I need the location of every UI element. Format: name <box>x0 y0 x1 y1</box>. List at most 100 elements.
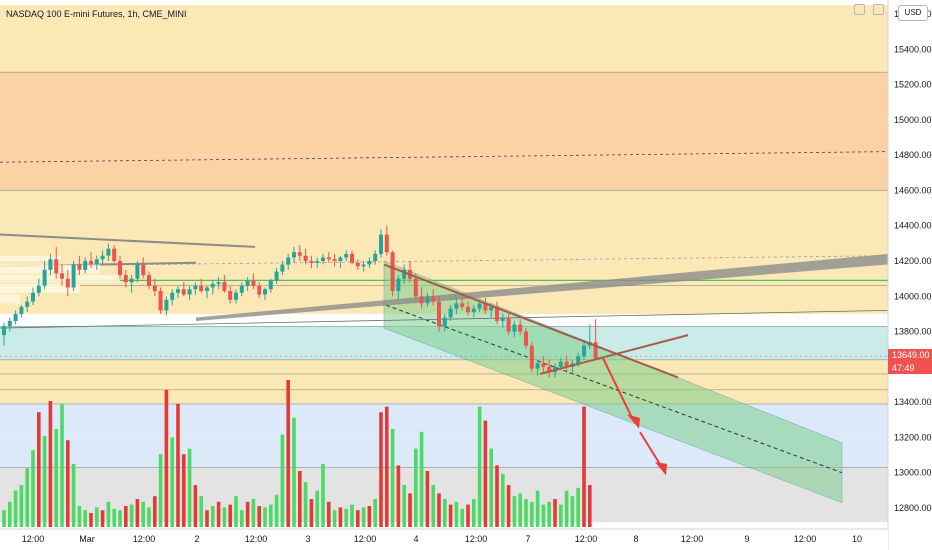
candle-body <box>315 261 320 263</box>
volume-bars <box>2 380 592 527</box>
volume-bar <box>153 496 157 527</box>
volume-bar <box>344 508 348 527</box>
volume-bar <box>547 501 551 527</box>
candle-body <box>13 313 18 321</box>
price-tick-label: 14800.00 <box>894 150 932 160</box>
candle-body <box>286 257 291 265</box>
time-tick-label: 7 <box>525 534 530 544</box>
price-tick-label: 13400.00 <box>894 397 932 407</box>
time-tick-label: Mar <box>79 534 95 544</box>
candle-body <box>158 290 163 311</box>
candle-body <box>100 255 105 260</box>
time-tick-label: 4 <box>413 534 418 544</box>
countdown-label: 47:49 <box>888 362 932 374</box>
candle-body <box>506 317 511 332</box>
candle-body <box>413 278 418 297</box>
candle-body <box>326 257 331 260</box>
trendline <box>0 233 256 248</box>
candle-body <box>106 248 111 256</box>
candle-body <box>187 289 192 295</box>
volume-bar <box>576 487 580 527</box>
candle-body <box>390 252 395 291</box>
volume-bar <box>506 485 511 527</box>
volume-bar <box>216 501 221 527</box>
volume-bar <box>379 412 383 527</box>
candle-body <box>118 261 122 276</box>
candle-body <box>25 301 30 307</box>
time-tick-label: 12:00 <box>22 534 45 544</box>
candle-body <box>535 363 540 369</box>
candle-body <box>582 345 586 357</box>
candle-body <box>437 301 441 327</box>
volume-bar <box>309 499 314 527</box>
rising-wedge-line <box>196 253 888 321</box>
chart-title: NASDAQ 100 E-mini Futures, 1h, CME_MINI <box>6 9 187 19</box>
candle-body <box>541 363 546 367</box>
candle-body <box>36 285 41 293</box>
volume-profile-box <box>0 294 20 304</box>
candle-body <box>280 264 285 272</box>
candle-body <box>234 292 238 300</box>
time-tick-label: 2 <box>194 534 199 544</box>
price-tick-label: 13200.00 <box>894 432 932 442</box>
candle-body <box>42 269 47 286</box>
candle-body <box>274 271 279 281</box>
candle-body <box>245 280 250 286</box>
volume-bar <box>361 507 366 527</box>
candle-body <box>129 278 134 283</box>
support-line <box>539 334 689 375</box>
last-price-label: 13649.00 <box>888 349 932 362</box>
candle-body <box>489 306 494 311</box>
price-tick-label: 13000.00 <box>894 468 932 478</box>
price-tick-label: 15200.00 <box>894 80 932 90</box>
volume-bar <box>448 504 453 527</box>
volume-bar <box>31 450 35 527</box>
trend-overlays <box>383 263 689 476</box>
volume-bar <box>234 496 238 527</box>
candle-body <box>54 259 59 274</box>
candle-body <box>176 289 180 293</box>
volume-bar <box>321 464 325 527</box>
candle-body <box>239 285 244 293</box>
candle-body <box>466 306 470 313</box>
volume-bar <box>443 499 447 527</box>
time-tick-label: 12:00 <box>354 534 377 544</box>
candle-body <box>425 296 430 304</box>
price-tick-label: 13800.00 <box>894 327 932 337</box>
candle-body <box>518 324 523 332</box>
volume-bar <box>199 496 203 527</box>
candle-body <box>384 234 389 253</box>
currency-badge[interactable]: USD <box>898 5 928 21</box>
candle-body <box>60 273 64 279</box>
volume-bar <box>431 485 435 527</box>
volume-bar <box>48 401 53 527</box>
volume-bar <box>483 420 488 527</box>
volume-bar <box>356 510 360 527</box>
volume-bar <box>251 499 256 527</box>
volume-bar <box>269 504 273 527</box>
fullscreen-icon[interactable] <box>873 4 884 15</box>
candle-body <box>31 292 35 302</box>
candle-body <box>135 264 140 279</box>
candle-body <box>500 317 505 321</box>
volume-bar <box>385 406 389 527</box>
volume-bar <box>582 406 586 527</box>
volume-bar <box>588 485 592 527</box>
time-tick-label: 12:00 <box>681 534 704 544</box>
candle-body <box>558 361 563 367</box>
candle-body <box>321 257 325 261</box>
candle-body <box>297 252 302 256</box>
resistance-line <box>383 263 679 379</box>
candle-body <box>564 361 569 367</box>
volume-bar <box>112 508 116 527</box>
candle-body <box>355 262 360 267</box>
volume-bar <box>71 464 76 527</box>
candle-body <box>402 269 407 279</box>
volume-bar <box>292 417 296 527</box>
volume-bar <box>228 504 232 527</box>
volume-bar <box>170 437 174 527</box>
settings-icon[interactable] <box>854 4 865 15</box>
candle-body <box>210 283 215 288</box>
candle-body <box>309 261 314 263</box>
